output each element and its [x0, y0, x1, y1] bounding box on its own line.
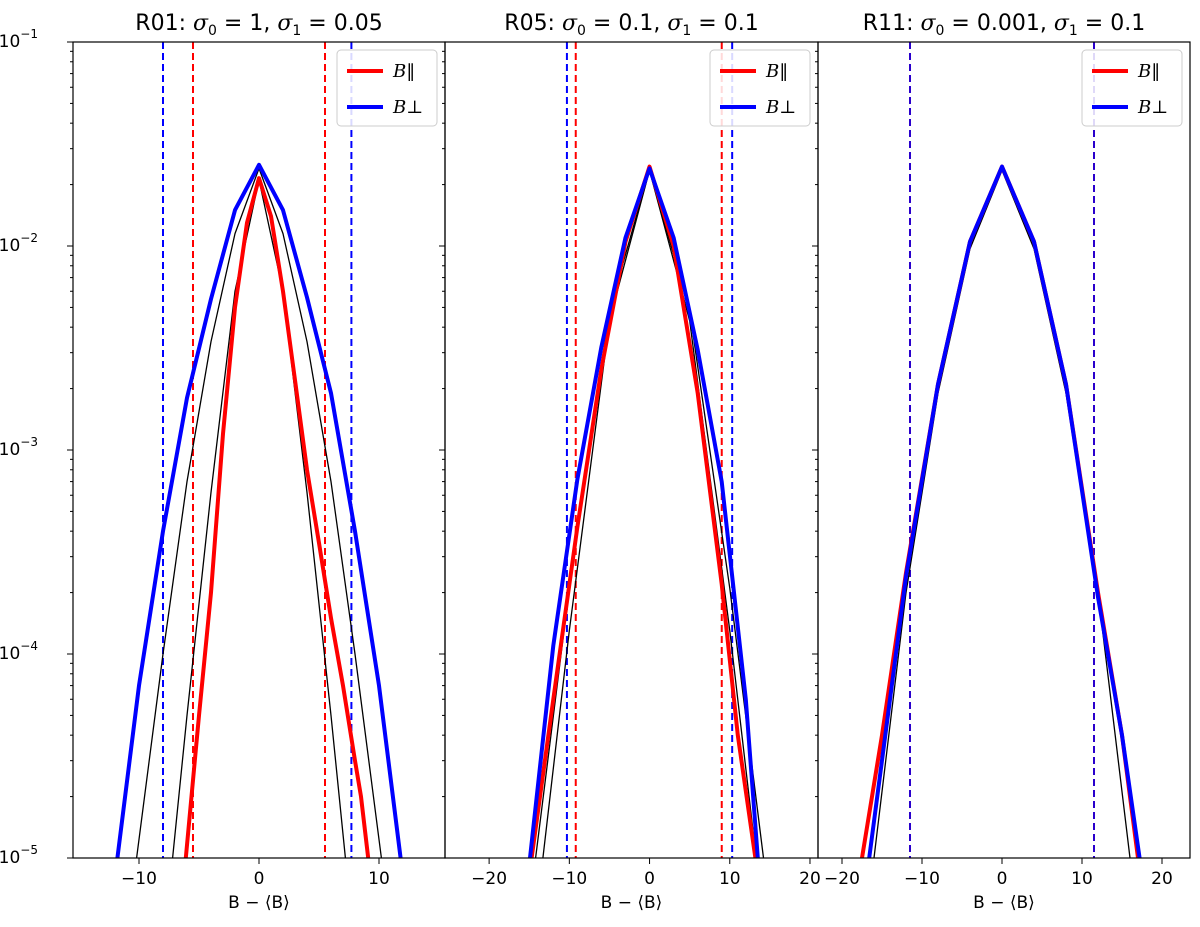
x-axis-label: B − ⟨B⟩ — [601, 893, 663, 913]
legend-label: B⊥ — [765, 97, 796, 118]
x-tick-label: 0 — [997, 869, 1008, 889]
x-tick-label: −20 — [471, 869, 507, 889]
legend-label: B‖ — [1137, 61, 1160, 82]
gaussian-fit-line — [135, 167, 383, 858]
gaussian-fit-line — [534, 169, 765, 858]
x-tick-label: −10 — [904, 869, 940, 889]
b-parallel-line — [529, 164, 758, 858]
b-perp-line — [867, 164, 1142, 858]
x-tick-label: 10 — [1071, 869, 1093, 889]
plot-area — [528, 42, 765, 858]
y-tick-label-1e-5: 10−5 — [0, 843, 38, 868]
y-tick-label-1e-3: 10−3 — [0, 435, 38, 460]
panel-title: R01: σ0 = 1, σ1 = 0.05 — [135, 11, 382, 39]
plot-area — [860, 42, 1142, 858]
legend: B‖ B⊥ — [709, 49, 811, 127]
y-axis-ticks: 10−1 10−2 10−3 10−4 10−5 — [0, 27, 38, 868]
legend-label: B‖ — [392, 61, 415, 82]
b-perp-line — [528, 166, 760, 858]
x-tick-label: 0 — [254, 869, 265, 889]
x-tick-label: 20 — [799, 869, 821, 889]
x-tick-label: −10 — [121, 869, 157, 889]
x-tick-label: 10 — [368, 869, 390, 889]
x-tick-label: 20 — [1151, 869, 1173, 889]
y-tick-label-1e-1: 10−1 — [0, 27, 38, 52]
b-parallel-line — [183, 176, 371, 858]
legend-label: B‖ — [765, 61, 788, 82]
plot-area — [115, 42, 403, 858]
x-axis-label: B − ⟨B⟩ — [228, 893, 290, 913]
x-tick-label: −20 — [824, 869, 860, 889]
y-tick-label-1e-2: 10−2 — [0, 231, 38, 256]
legend-label: B⊥ — [392, 97, 423, 118]
panel-3: −20 −10 0 10 20 R11: σ0 = 0.001, σ1 = 0.1 B − … — [812, 11, 1191, 913]
x-axis-label: B − ⟨B⟩ — [973, 893, 1035, 913]
gaussian-fit-line — [171, 179, 347, 858]
x-tick-label: 10 — [719, 869, 741, 889]
panel-1: −10 0 10 R01: σ0 = 1, σ1 = 0.05 B − ⟨B⟩ B‖ B⊥ — [67, 11, 446, 913]
panel-title: R11: σ0 = 0.001, σ1 = 0.1 — [863, 11, 1145, 39]
legend-label: B⊥ — [1137, 97, 1168, 118]
panel-frame — [817, 41, 1191, 859]
gaussian-fit-line — [873, 169, 1131, 858]
legend: B‖ B⊥ — [336, 49, 438, 127]
x-tick-label: 0 — [644, 869, 655, 889]
panel-title: R05: σ0 = 0.1, σ1 = 0.1 — [504, 11, 758, 39]
legend: B‖ B⊥ — [1081, 49, 1183, 127]
x-tick-label: −10 — [551, 869, 587, 889]
b-parallel-line — [860, 164, 1140, 858]
panel-2: −20 −10 0 10 20 R05: σ0 = 0.1, σ1 = 0.1 B − ⟨B… — [439, 11, 821, 913]
panel-frame — [444, 41, 819, 859]
b-perp-line — [115, 162, 403, 858]
y-tick-label-1e-4: 10−4 — [0, 639, 38, 664]
